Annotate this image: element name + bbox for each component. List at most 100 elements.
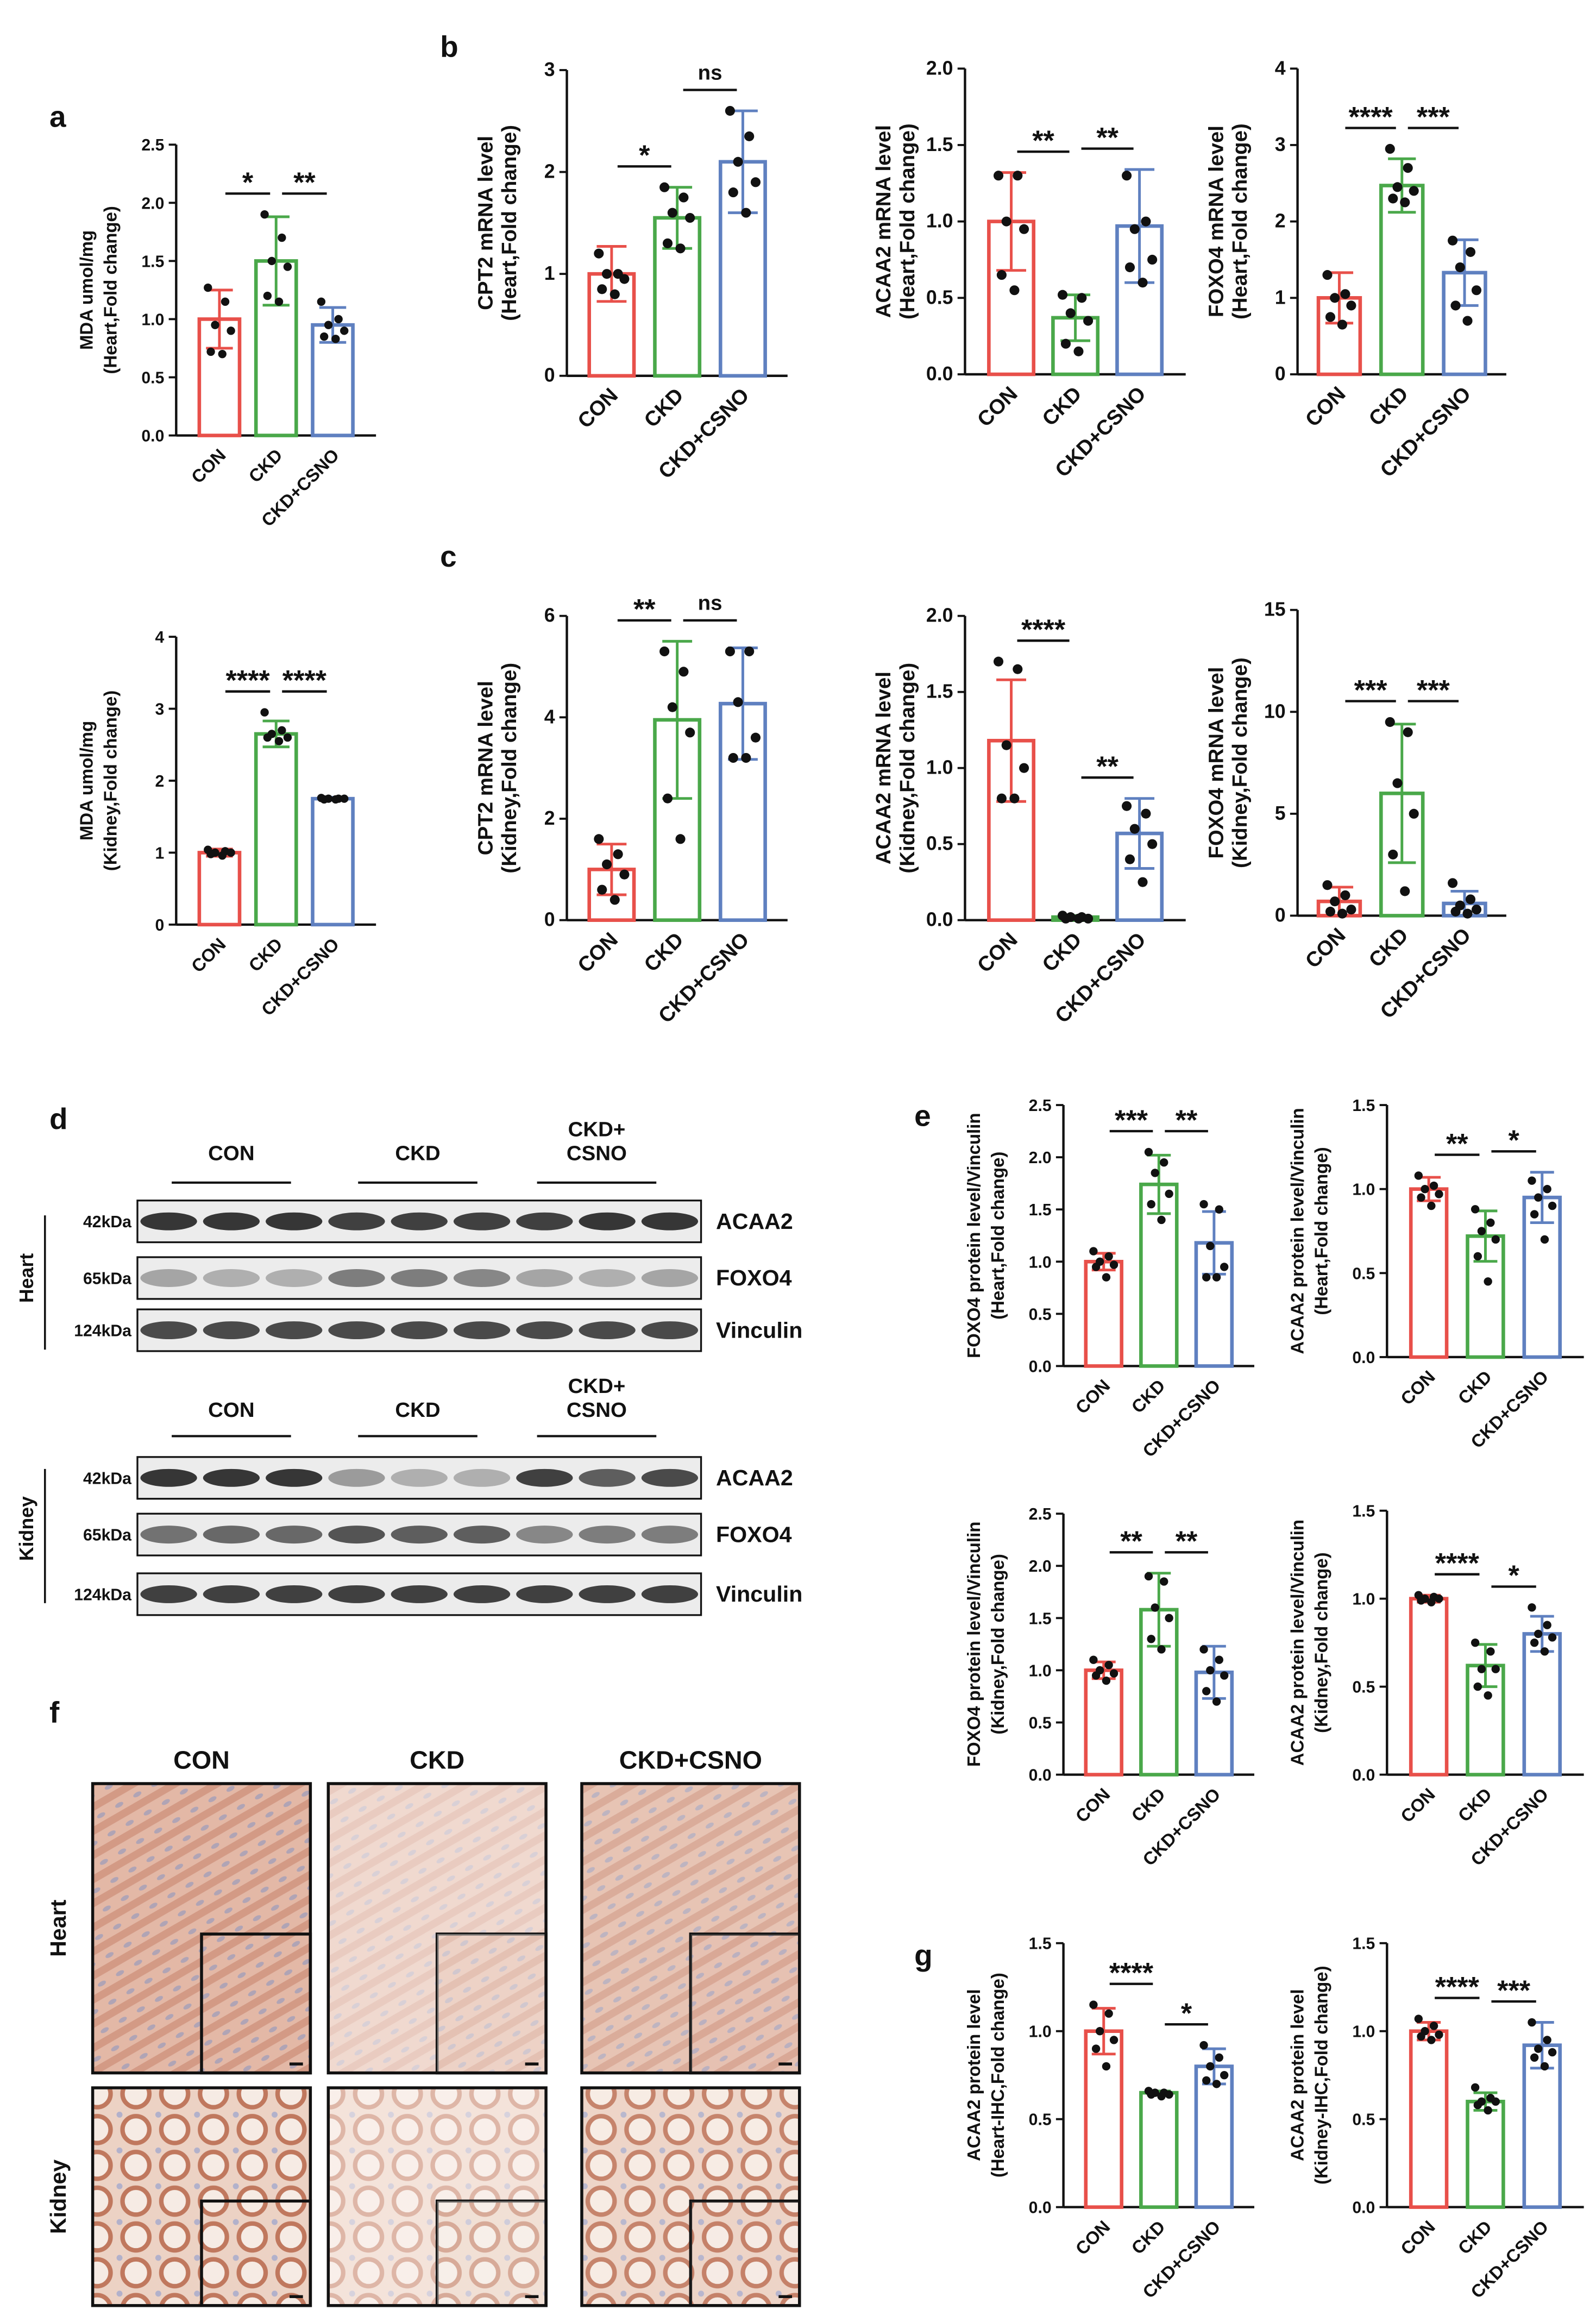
data-point [1548, 1201, 1557, 1210]
data-point [1484, 2106, 1492, 2115]
data-point [675, 834, 686, 844]
data-point [1548, 1633, 1557, 1642]
y-tick-label: 1.5 [926, 681, 953, 702]
ihc-inset [689, 2199, 801, 2307]
data-point [1060, 338, 1071, 349]
blot-band [140, 1321, 197, 1340]
y-axis-label: CPT2 mRNA level [474, 681, 497, 855]
data-point [1388, 193, 1398, 204]
y-tick-label: 0.0 [141, 428, 164, 445]
data-point [1340, 289, 1350, 299]
y-tick-label: 15 [1264, 599, 1286, 620]
blot-band [641, 1468, 699, 1487]
data-point [1448, 878, 1458, 888]
error-bar [1124, 797, 1155, 870]
ihc-inset [435, 1932, 548, 2075]
ihc-inset-tone [690, 1934, 800, 2073]
data-point [1151, 1169, 1159, 1177]
data-point [1491, 1665, 1500, 1673]
blot-band [203, 1321, 260, 1340]
data-point [1471, 2083, 1480, 2092]
data-point [1013, 171, 1023, 181]
y-axis-label: ACAA2 protein level/Vinculin [1287, 1108, 1308, 1354]
significance-label: ** [1446, 1128, 1468, 1160]
y-axis-label: ACAA2 protein level [964, 1989, 984, 2161]
data-point [1141, 808, 1151, 819]
data-point [263, 733, 272, 742]
significance-label: **** [282, 665, 327, 696]
y-tick-label: 2.0 [926, 605, 953, 626]
y-tick-label: 0 [1275, 363, 1286, 385]
data-point [662, 793, 673, 804]
data-point [1528, 2018, 1536, 2027]
blot-group-label: CON [208, 1142, 254, 1165]
data-point [1455, 262, 1465, 273]
data-point [996, 270, 1007, 280]
data-point [1157, 1645, 1166, 1654]
blot-band [328, 1468, 385, 1487]
y-axis-label: FOXO4 mRNA level [1204, 667, 1228, 859]
protein-label: Vinculin [716, 1317, 802, 1342]
significance-label: **** [1021, 614, 1066, 646]
data-point [667, 208, 677, 218]
data-point [1450, 906, 1461, 917]
data-point [1124, 262, 1135, 273]
data-point [1325, 312, 1336, 322]
y-tick-label: 2 [544, 161, 555, 183]
data-point [1104, 1252, 1113, 1261]
significance-label: * [242, 167, 254, 199]
data-point [1147, 2090, 1155, 2099]
blot-band [579, 1212, 636, 1231]
data-point [1109, 1260, 1119, 1269]
y-tick-label: 0.5 [1352, 1265, 1375, 1283]
blot-band [516, 1212, 573, 1231]
x-tick-label: CKD [1454, 1366, 1496, 1408]
bar [311, 796, 355, 927]
y-tick-label: 0.0 [1352, 1767, 1375, 1785]
data-point [1471, 285, 1482, 296]
x-tick-label: CON [1301, 382, 1350, 431]
data-point [1548, 2048, 1557, 2057]
data-point [728, 752, 738, 763]
data-point [1001, 740, 1011, 750]
bar [1466, 2099, 1505, 2209]
data-point [1102, 1273, 1111, 1282]
y-tick-label: 4 [544, 706, 555, 727]
bar [1466, 1664, 1505, 1777]
blot-band [641, 1212, 699, 1231]
ihc-column-label: CKD [410, 1746, 464, 1774]
blot-band [140, 1585, 197, 1603]
y-tick-label: 4 [155, 629, 165, 647]
data-point [1400, 886, 1410, 896]
data-point [1083, 913, 1094, 924]
data-point [1340, 890, 1350, 900]
data-point [319, 795, 329, 804]
data-point [601, 269, 612, 279]
data-point [1462, 316, 1473, 326]
significance-label: **** [1435, 1548, 1480, 1579]
data-point [1212, 1697, 1221, 1706]
data-point [1465, 894, 1476, 905]
bar-chart: 0 1 2 3 4 MDA umol/mg (Kidney,Fold change) ****… [77, 629, 376, 1020]
x-tick-label: CKD [1454, 1784, 1496, 1826]
data-point [594, 834, 604, 844]
data-point [1138, 278, 1148, 288]
data-point [1540, 1647, 1549, 1656]
data-point [331, 795, 340, 804]
bar [1522, 2043, 1562, 2209]
y-axis-label: (Heart,Fold change) [1311, 1147, 1331, 1315]
data-point [1104, 2009, 1113, 2018]
blot-band [391, 1212, 448, 1231]
data-point [274, 297, 284, 306]
y-tick-label: 10 [1264, 700, 1286, 722]
x-tick-label: CON [973, 928, 1022, 977]
blot-band [641, 1269, 699, 1287]
blot-band [203, 1212, 260, 1231]
y-tick-label: 0.5 [1352, 1679, 1375, 1697]
data-point [1160, 1577, 1168, 1586]
y-tick-label: 0 [155, 917, 165, 934]
y-tick-label: 1.0 [141, 311, 164, 329]
data-point [1083, 316, 1094, 326]
data-point [1429, 2022, 1438, 2030]
